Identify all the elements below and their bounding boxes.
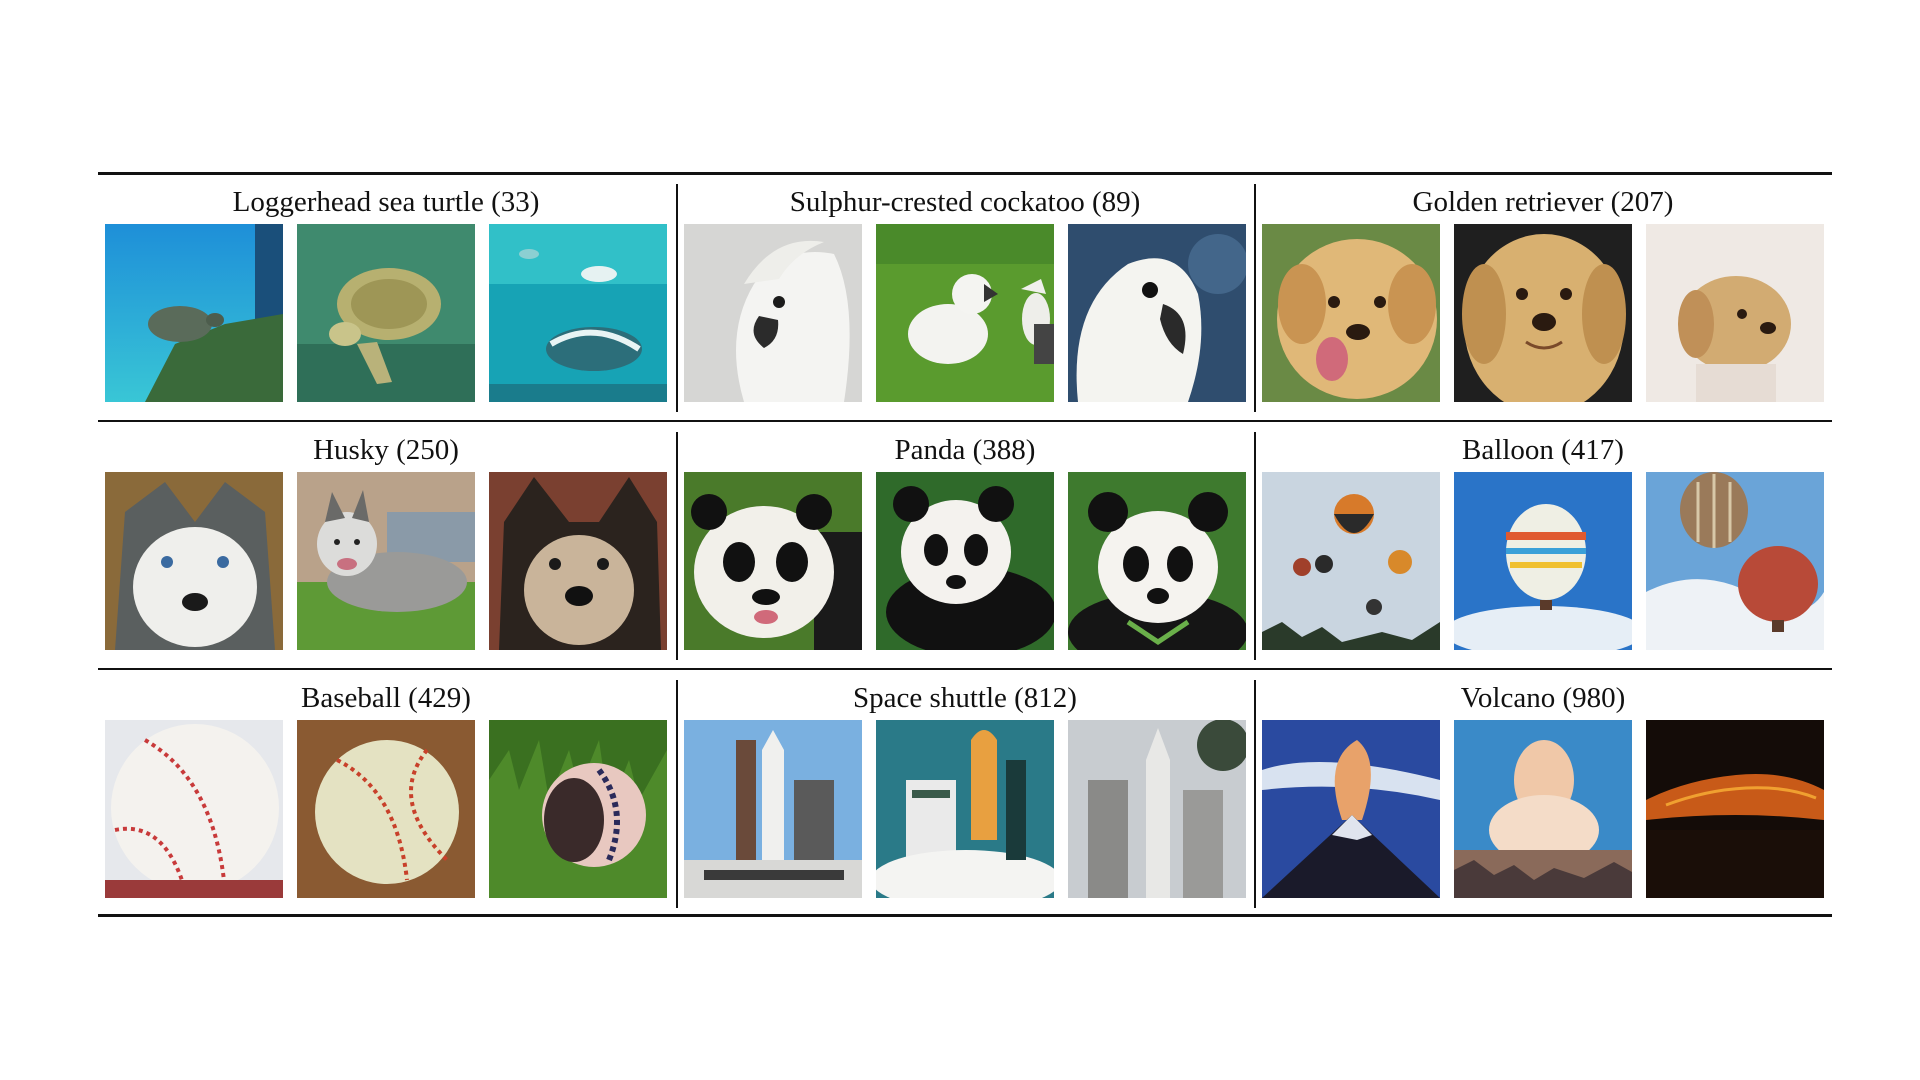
husky-image-2 — [297, 472, 475, 650]
column-divider-2 — [1254, 184, 1256, 412]
panda-image-3 — [1068, 472, 1246, 650]
baseball-image-1 — [105, 720, 283, 898]
balloon-image-3 — [1646, 472, 1824, 650]
cockatoo-image-2 — [876, 224, 1054, 402]
cell-husky: Husky (250) — [102, 432, 670, 664]
row-divider-1 — [98, 420, 1832, 422]
panda-image-1 — [684, 472, 862, 650]
cell-title: Loggerhead sea turtle (33) — [232, 186, 540, 218]
turtle-image-2 — [297, 224, 475, 402]
volcano-image-2 — [1454, 720, 1632, 898]
column-divider-1 — [676, 184, 678, 412]
cell-title: Volcano (980) — [1460, 682, 1626, 714]
cell-sulphur-crested-cockatoo: Sulphur-crested cockatoo (89) — [681, 184, 1249, 416]
cell-title: Baseball (429) — [301, 682, 471, 714]
balloon-image-1 — [1262, 472, 1440, 650]
bottom-rule — [98, 914, 1832, 917]
cell-title: Golden retriever (207) — [1412, 186, 1674, 218]
column-divider-3 — [676, 432, 678, 660]
cockatoo-image-1 — [684, 224, 862, 402]
cockatoo-image-3 — [1068, 224, 1246, 402]
cell-title: Space shuttle (812) — [853, 682, 1077, 714]
shuttle-image-3 — [1068, 720, 1246, 898]
cell-title: Sulphur-crested cockatoo (89) — [789, 186, 1141, 218]
retriever-image-2 — [1454, 224, 1632, 402]
column-divider-4 — [1254, 432, 1256, 660]
cell-title: Panda (388) — [894, 434, 1036, 466]
row-divider-2 — [98, 668, 1832, 670]
volcano-image-3 — [1646, 720, 1824, 898]
column-divider-5 — [676, 680, 678, 908]
retriever-image-3 — [1646, 224, 1824, 402]
balloon-image-2 — [1454, 472, 1632, 650]
shuttle-image-2 — [876, 720, 1054, 898]
cell-balloon: Balloon (417) — [1259, 432, 1827, 664]
husky-image-3 — [489, 472, 667, 650]
cell-panda: Panda (388) — [681, 432, 1249, 664]
cell-space-shuttle: Space shuttle (812) — [681, 680, 1249, 912]
cell-volcano: Volcano (980) — [1259, 680, 1827, 912]
cell-title: Balloon (417) — [1462, 434, 1624, 466]
top-rule — [98, 172, 1832, 175]
retriever-image-1 — [1262, 224, 1440, 402]
husky-image-1 — [105, 472, 283, 650]
panda-image-2 — [876, 472, 1054, 650]
baseball-image-2 — [297, 720, 475, 898]
turtle-image-3 — [489, 224, 667, 402]
cell-loggerhead-sea-turtle: Loggerhead sea turtle (33) — [102, 184, 670, 416]
shuttle-image-1 — [684, 720, 862, 898]
cell-baseball: Baseball (429) — [102, 680, 670, 912]
turtle-image-1 — [105, 224, 283, 402]
column-divider-6 — [1254, 680, 1256, 908]
cell-title: Husky (250) — [313, 434, 459, 466]
volcano-image-1 — [1262, 720, 1440, 898]
cell-golden-retriever: Golden retriever (207) — [1259, 184, 1827, 416]
baseball-image-3 — [489, 720, 667, 898]
